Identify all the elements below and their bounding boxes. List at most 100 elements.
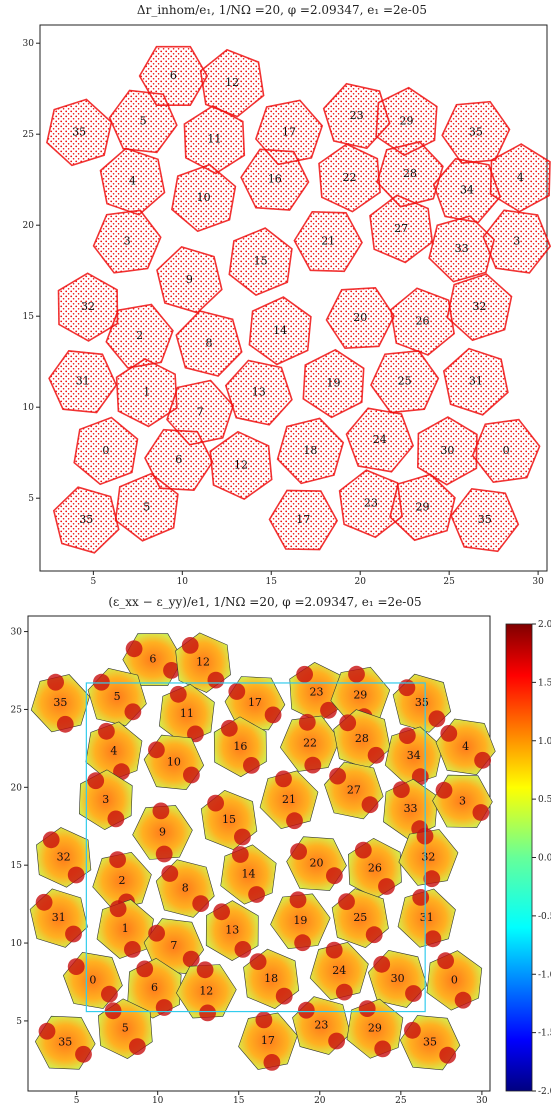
strain-hotspot: [113, 763, 130, 781]
cell-label: 32: [57, 850, 71, 863]
cell-label: 35: [415, 696, 429, 709]
cell-label: 31: [469, 375, 483, 388]
cell-label: 8: [182, 882, 189, 895]
cell-label: 21: [321, 235, 335, 248]
cell-label: 17: [248, 696, 262, 709]
displacement-cell: [248, 296, 312, 366]
strain-hotspot: [435, 781, 453, 799]
strain-hotspot: [439, 1046, 457, 1064]
cell-label: 35: [53, 696, 67, 709]
displacement-cell: [209, 430, 273, 501]
cell-label: 10: [167, 755, 181, 768]
strain-hotspot: [123, 941, 141, 958]
displacement-cell: [446, 273, 513, 342]
bottom-panel: (ε_xx − ε_yy)/e1, 1/NΩ =20, φ =2.09347, …: [11, 595, 551, 1104]
cell-label: 24: [373, 433, 387, 446]
strain-hotspot: [104, 1002, 122, 1020]
strain-cell: [270, 893, 331, 950]
cell-label: 35: [469, 125, 483, 138]
cell-label: 31: [420, 911, 434, 924]
strain-hotspot: [339, 714, 357, 732]
strain-hotspot: [437, 952, 454, 970]
displacement-cell: [345, 407, 415, 473]
top-y-axis: 5 10 15 20 25 30: [23, 39, 40, 504]
displacement-cell: [224, 359, 293, 426]
cell-label: 34: [460, 184, 474, 197]
strain-hotspot: [423, 870, 441, 888]
strain-hotspot: [298, 713, 316, 731]
cell-label: 8: [206, 337, 213, 350]
strain-hotspot: [231, 846, 249, 863]
strain-hotspot: [196, 961, 214, 979]
cell-label: 29: [399, 114, 413, 127]
strain-hotspot: [125, 640, 143, 658]
cell-label: 29: [415, 500, 429, 513]
strain-hotspot: [374, 1040, 392, 1058]
cell-label: 32: [472, 300, 486, 313]
cell-label: 22: [343, 171, 357, 184]
strain-hotspot: [148, 741, 165, 759]
cell-label: 0: [451, 973, 458, 986]
strain-hotspot: [35, 893, 53, 911]
cell-label: 12: [234, 458, 248, 471]
strain-cell: [309, 941, 369, 1001]
cell-label: 12: [199, 984, 213, 997]
strain-hotspot: [67, 866, 85, 884]
strain-hotspot: [405, 985, 422, 1002]
strain-hotspot: [169, 685, 187, 703]
displacement-cell: [318, 143, 381, 213]
strain-hotspot: [199, 1004, 217, 1022]
cell-label: 19: [327, 377, 341, 390]
cell-label: 1: [143, 386, 150, 399]
cell-label: 32: [81, 300, 95, 313]
strain-hotspot: [296, 665, 313, 683]
strain-hotspot: [304, 756, 322, 774]
cell-label: 18: [264, 972, 278, 985]
colorbar: 2.0 1.5 1.0 0.5 0.0 -0.5 -1.0 -1.5 -2.0: [505, 620, 551, 1097]
displacement-cell: [240, 148, 310, 211]
cell-label: 23: [310, 685, 324, 698]
strain-hotspot: [207, 671, 225, 689]
cell-label: 15: [254, 255, 268, 268]
strain-hotspot: [87, 772, 105, 790]
displacement-cell: [52, 486, 120, 554]
colorbar-tick-label: -0.5: [538, 912, 551, 922]
y-tick-label: 25: [11, 705, 23, 715]
strain-cell: [132, 805, 193, 860]
cell-label: 6: [149, 653, 156, 666]
strain-hotspot: [155, 999, 173, 1016]
strain-hotspot: [148, 924, 166, 942]
displacement-cell: [114, 472, 179, 542]
x-tick-label: 20: [354, 577, 366, 587]
strain-hotspot: [182, 950, 200, 968]
displacement-cell: [471, 418, 541, 484]
x-tick-label: 30: [532, 577, 544, 587]
colorbar-tick-label: 2.0: [538, 620, 551, 630]
cell-label: 34: [407, 749, 421, 762]
colorbar-tick-label: 1.0: [538, 737, 551, 747]
x-tick-label: 5: [74, 1096, 80, 1104]
strain-hotspot: [348, 665, 365, 683]
cell-label: 26: [415, 315, 429, 328]
strain-hotspot: [412, 889, 430, 906]
cell-label: 1: [122, 922, 129, 935]
strain-hotspot: [136, 960, 154, 978]
displacement-cell: [115, 357, 178, 428]
cell-label: 3: [513, 235, 520, 248]
top-panel-title: Δr_inhom/e₁, 1/NΩ =20, φ =2.09347, e₁ =2…: [137, 3, 427, 17]
strain-cell: [397, 888, 456, 948]
strain-hotspot: [289, 891, 307, 909]
displacement-cell: [432, 157, 502, 224]
y-tick-label: 20: [23, 221, 35, 231]
displacement-cell: [338, 469, 403, 539]
y-tick-label: 10: [23, 403, 35, 413]
displacement-cell: [57, 272, 119, 342]
cell-label: 0: [102, 444, 109, 457]
strain-hotspot: [325, 941, 343, 959]
colorbar-tick-label: -2.0: [538, 1087, 551, 1097]
cell-label: 5: [140, 114, 147, 127]
cell-label: 24: [332, 964, 346, 977]
displacement-cell: [171, 163, 237, 233]
